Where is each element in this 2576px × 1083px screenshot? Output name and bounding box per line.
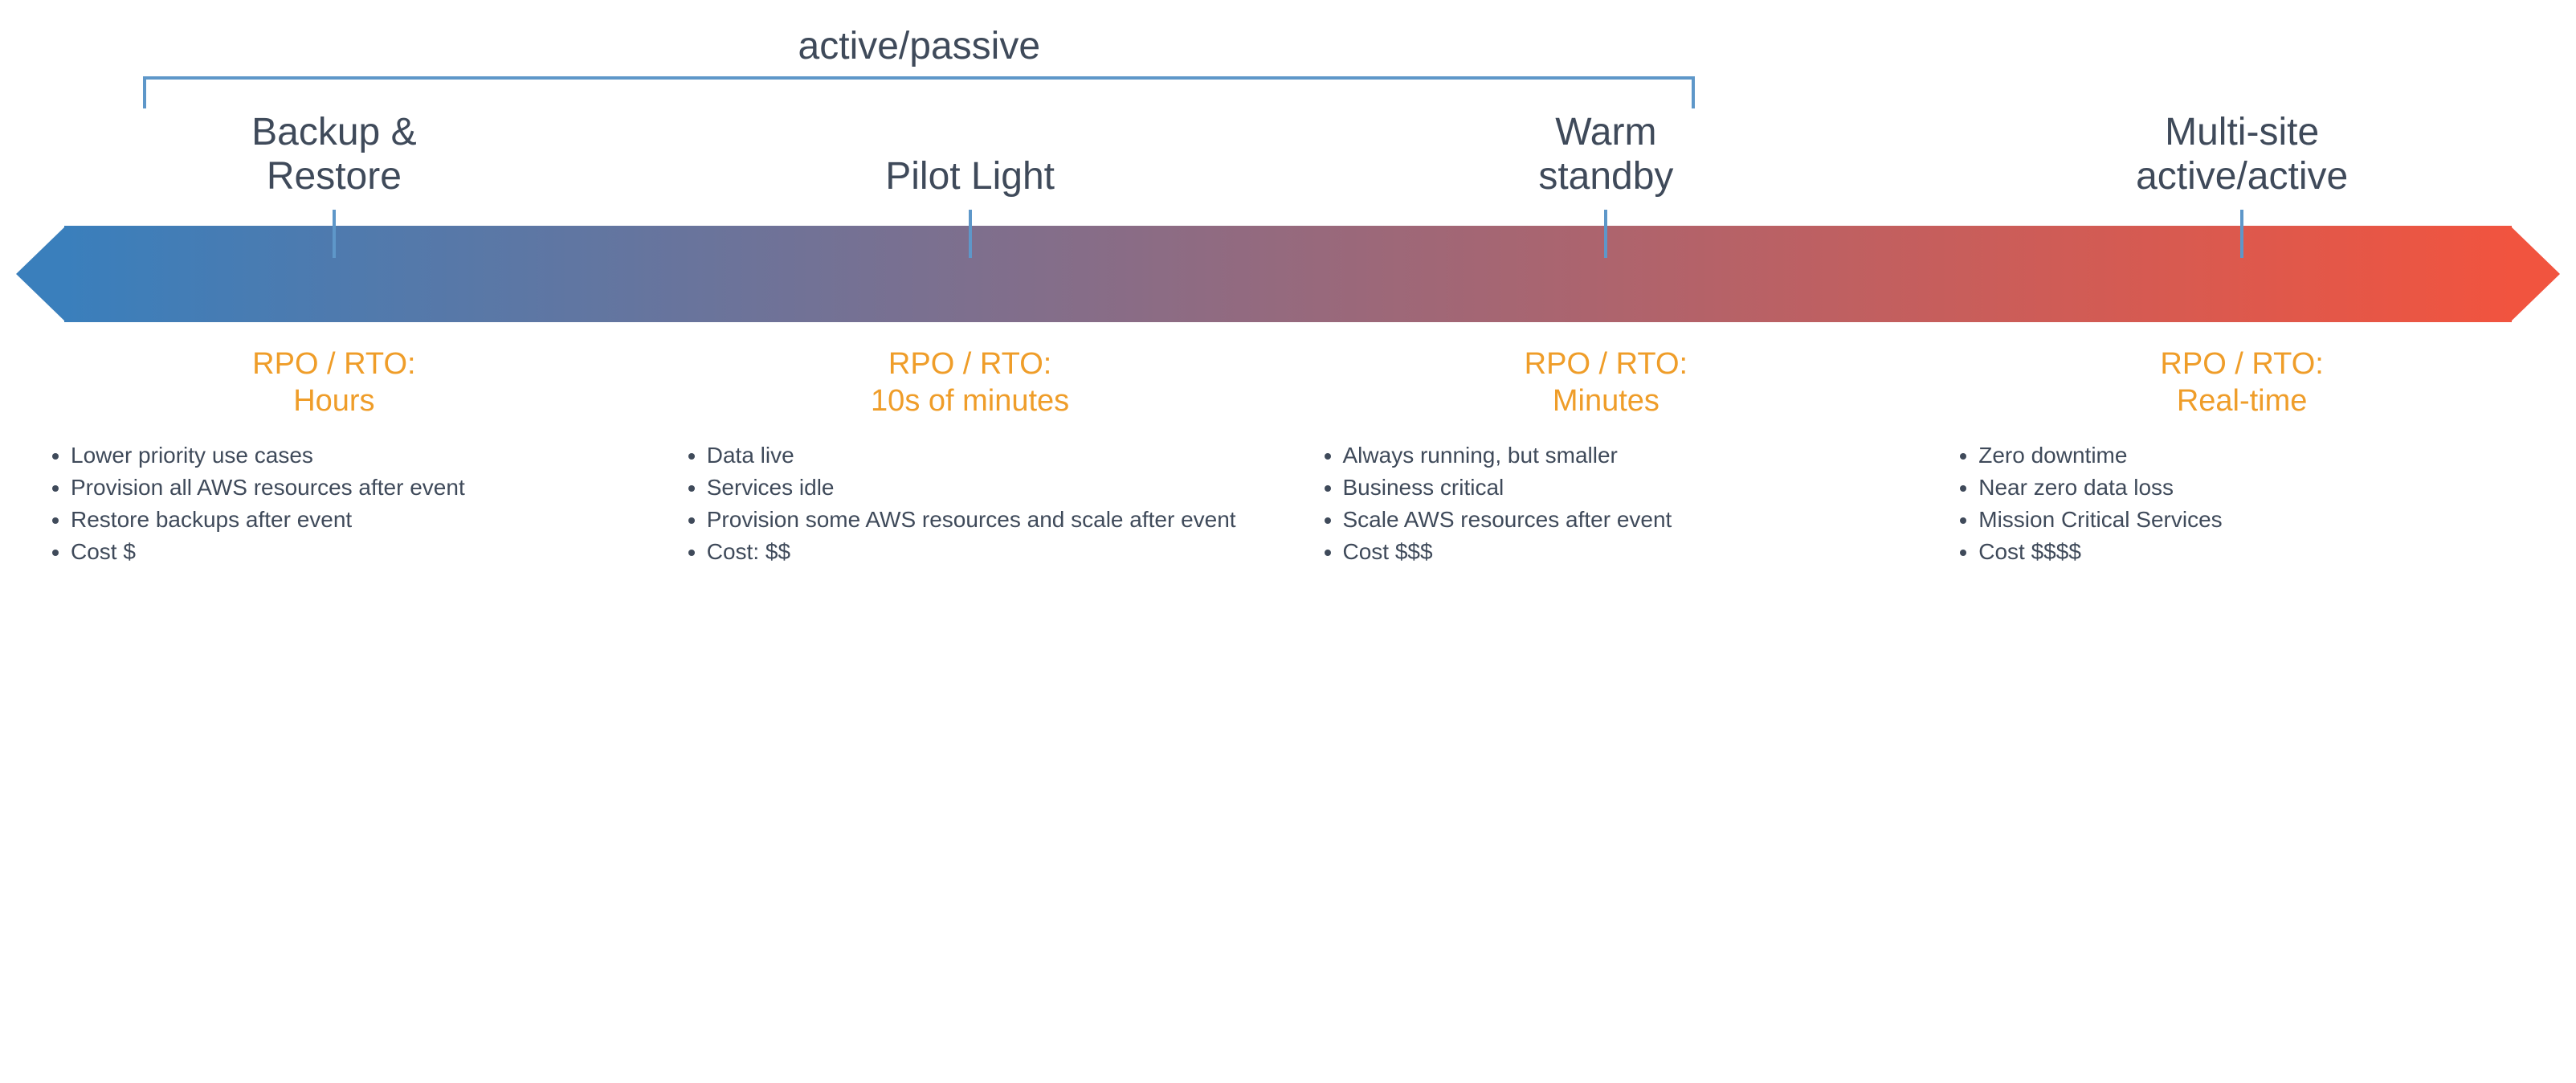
details-3: RPO / RTO: Real-time Zero downtimeNear z… [1924,346,2560,568]
bullet-item: Provision all AWS resources after event [71,472,638,503]
bullet-item: Mission Critical Services [1978,505,2545,535]
bullets-3: Zero downtimeNear zero data lossMission … [1938,440,2545,566]
rpo-2: RPO / RTO: Minutes [1303,346,1910,419]
col-2: Warm standby [1288,108,1925,210]
titles-row: Backup & Restore Pilot Light Warm standb… [16,108,2560,210]
col-0: Backup & Restore [16,108,652,210]
details-row: RPO / RTO: Hours Lower priority use case… [16,346,2560,568]
tick-2 [1604,210,1607,258]
col-title-0: Backup & Restore [31,108,638,198]
bracket-label: active/passive [143,24,1695,68]
bullet-item: Cost: $$ [707,537,1274,567]
bullet-item: Lower priority use cases [71,440,638,471]
bullets-0: Lower priority use casesProvision all AW… [31,440,638,566]
col-3: Multi-site active/active [1924,108,2560,210]
bullet-item: Zero downtime [1978,440,2545,471]
bullet-item: Scale AWS resources after event [1343,505,1910,535]
bullet-item: Always running, but smaller [1343,440,1910,471]
tick-0 [333,210,336,258]
bullet-item: Restore backups after event [71,505,638,535]
bullet-item: Business critical [1343,472,1910,503]
dr-strategy-diagram: active/passive Backup & Restore Pilot Li… [16,24,2560,568]
details-1: RPO / RTO: 10s of minutes Data liveServi… [652,346,1288,568]
details-2: RPO / RTO: Minutes Always running, but s… [1288,346,1925,568]
col-title-1: Pilot Light [667,108,1274,198]
bullet-item: Cost $$$ [1343,537,1910,567]
bullets-2: Always running, but smallerBusiness crit… [1303,440,1910,566]
tick-3 [2240,210,2243,258]
bullets-1: Data liveServices idleProvision some AWS… [667,440,1274,566]
rpo-1: RPO / RTO: 10s of minutes [667,346,1274,419]
active-passive-bracket [143,76,1695,108]
col-title-2: Warm standby [1303,108,1910,198]
bullet-item: Cost $ [71,537,638,567]
rpo-3: RPO / RTO: Real-time [1938,346,2545,419]
bullet-item: Cost $$$$ [1978,537,2545,567]
bullet-item: Data live [707,440,1274,471]
ticks-row [16,210,2560,258]
col-1: Pilot Light [652,108,1288,210]
bullet-item: Services idle [707,472,1274,503]
bullet-item: Near zero data loss [1978,472,2545,503]
col-title-3: Multi-site active/active [1938,108,2545,198]
tick-1 [969,210,972,258]
details-0: RPO / RTO: Hours Lower priority use case… [16,346,652,568]
rpo-0: RPO / RTO: Hours [31,346,638,419]
bullet-item: Provision some AWS resources and scale a… [707,505,1274,535]
